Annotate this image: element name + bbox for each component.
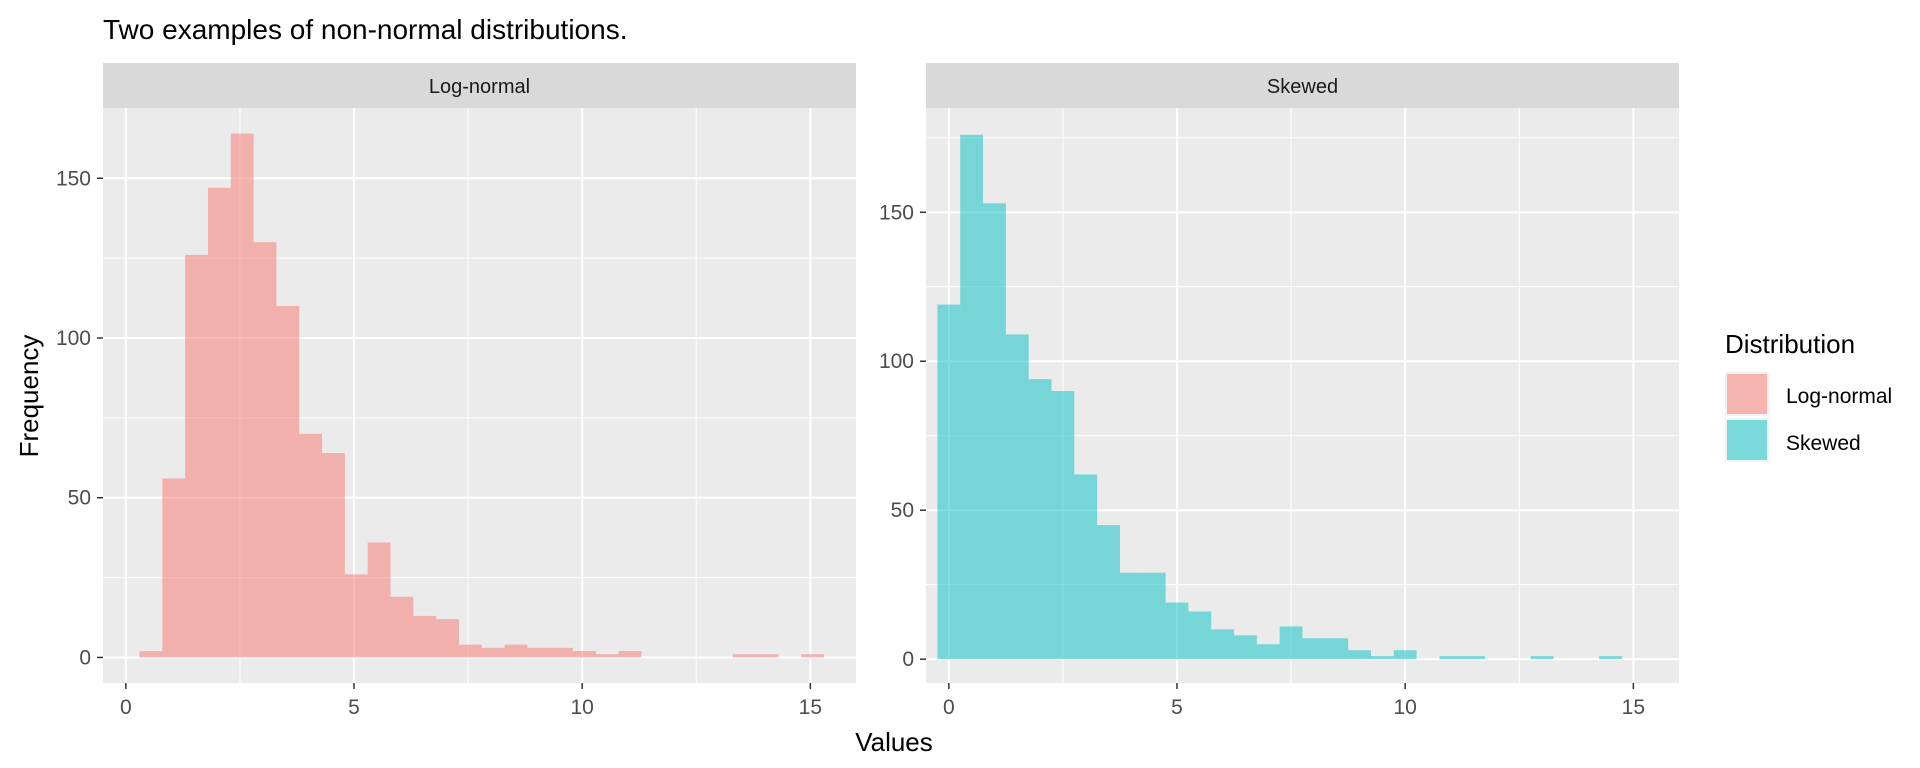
histogram-bar: [1051, 391, 1075, 660]
histogram-bar: [1074, 474, 1098, 660]
histogram-bar: [1393, 650, 1417, 660]
histogram-bar: [1097, 525, 1120, 660]
histogram-bar: [1028, 379, 1052, 660]
y-tick-label: 100: [56, 327, 91, 350]
y-tick-label: 0: [79, 646, 91, 669]
histogram-bar: [413, 615, 437, 658]
histogram-bar: [1256, 644, 1280, 660]
y-tick-label: 150: [879, 201, 914, 224]
facet-strip-skewed: [926, 63, 1679, 108]
histogram-bar: [732, 654, 756, 658]
chart-title: Two examples of non-normal distributions…: [103, 14, 627, 45]
histogram-bar: [755, 654, 779, 658]
histogram-bar: [253, 242, 277, 658]
y-axis-label: Frequency: [14, 335, 44, 458]
x-tick-label: 10: [1394, 696, 1417, 719]
histogram-bar: [162, 478, 186, 658]
histogram-bar: [139, 651, 163, 658]
histogram-bar: [207, 187, 231, 658]
x-axis-label: Values: [855, 727, 933, 757]
x-tick-label: 5: [348, 696, 360, 719]
legend-label-log-normal: Log-normal: [1786, 385, 1892, 408]
x-tick-label: 5: [1171, 696, 1183, 719]
x-tick-label: 15: [1622, 696, 1645, 719]
histogram-bar: [1279, 626, 1303, 660]
histogram-bar: [230, 133, 254, 658]
facet-strip-label-log-normal: Log-normal: [429, 76, 530, 98]
y-tick-label: 50: [891, 499, 914, 522]
histogram-bar: [573, 651, 596, 658]
histogram-bar: [527, 647, 551, 658]
histogram-bar: [1302, 638, 1326, 660]
histogram-bar: [504, 644, 528, 658]
facet-strip-label-skewed: Skewed: [1267, 76, 1338, 98]
histogram-bar: [1599, 656, 1622, 660]
y-tick-label: 100: [879, 350, 914, 373]
histogram-bar: [1211, 629, 1235, 660]
histogram-bar: [299, 433, 323, 658]
histogram-bar: [1530, 656, 1554, 660]
histogram-bar: [1462, 656, 1486, 660]
x-tick-label: 15: [799, 696, 822, 719]
histogram-bar: [481, 647, 505, 658]
histogram-bar: [937, 304, 961, 660]
histogram-bar: [595, 654, 619, 658]
histogram-bar: [276, 306, 300, 658]
histogram-bar: [1325, 638, 1349, 660]
y-tick-label: 0: [902, 648, 914, 671]
histogram-bar: [367, 542, 391, 658]
legend-title: Distribution: [1725, 329, 1855, 359]
y-tick-label: 150: [56, 167, 91, 190]
histogram-bar: [1005, 334, 1029, 660]
histogram-bar: [960, 134, 984, 660]
histogram-bar: [1234, 635, 1257, 660]
histogram-bar: [344, 574, 368, 658]
x-tick-label: 0: [943, 696, 955, 719]
histogram-bar: [458, 644, 482, 658]
y-tick-label: 50: [68, 487, 91, 510]
histogram-bar: [1119, 572, 1143, 660]
x-tick-label: 10: [571, 696, 594, 719]
legend: Distribution Log-normal Skewed: [1725, 329, 1892, 462]
legend-label-skewed: Skewed: [1786, 432, 1861, 455]
x-tick-label: 0: [120, 696, 132, 719]
histogram-bar: [1348, 650, 1371, 660]
histogram-bar: [322, 453, 345, 658]
histogram-bar: [1188, 611, 1212, 660]
histogram-bar: [550, 647, 574, 658]
legend-swatch-skewed: [1727, 420, 1767, 460]
histogram-bar: [185, 254, 208, 658]
histogram-bar: [1370, 656, 1394, 660]
histogram-bar: [1165, 602, 1189, 660]
legend-swatch-log-normal: [1727, 374, 1767, 414]
histogram-bar: [1142, 572, 1166, 660]
histogram-bar: [801, 654, 825, 658]
facet-strip-log-normal: [103, 63, 856, 108]
histogram-bar: [436, 619, 459, 658]
histogram-bar: [618, 651, 642, 658]
histogram-bar: [1439, 656, 1463, 660]
histogram-bar: [390, 596, 414, 658]
histogram-bar: [983, 203, 1006, 660]
